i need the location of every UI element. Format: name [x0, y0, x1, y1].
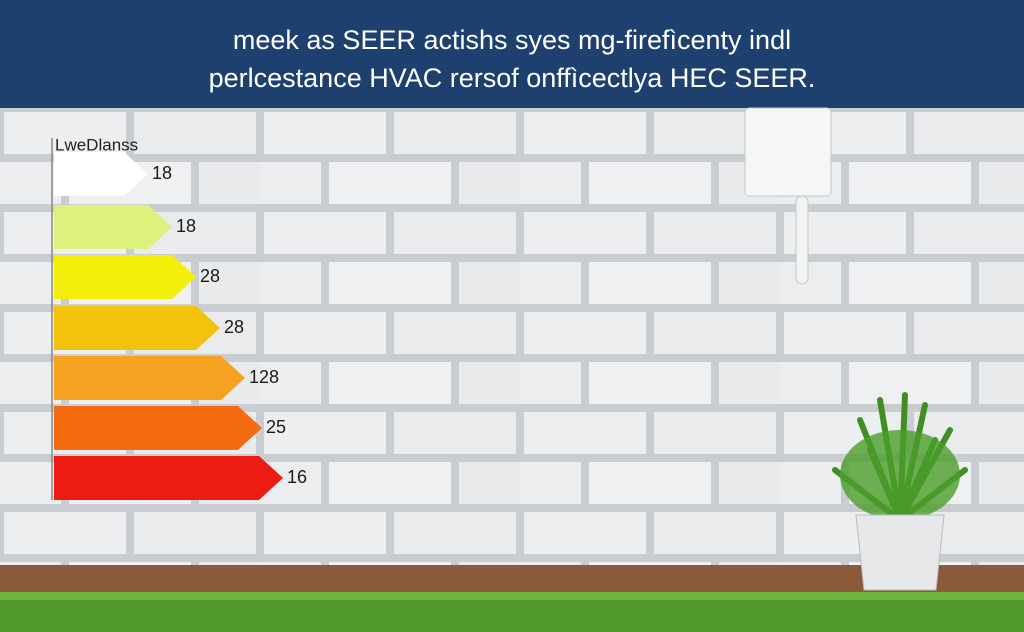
energy-bar [54, 406, 262, 450]
header-band [0, 0, 1024, 108]
bar-label: 28 [224, 317, 244, 337]
wall-box [744, 107, 832, 197]
energy-bar [54, 356, 245, 400]
energy-bar [54, 306, 220, 350]
energy-bar [54, 205, 172, 249]
bar-label: 128 [249, 367, 279, 387]
bar-label: 16 [287, 467, 307, 487]
bar-label: 25 [266, 417, 286, 437]
bar-label: 18 [176, 216, 196, 236]
legend-title: LweDlanss [55, 135, 138, 154]
grass [0, 596, 1024, 632]
plant [832, 392, 968, 591]
bar-label: 18 [152, 163, 172, 183]
grass-edge [0, 592, 1024, 600]
header-line: perlcestance HVAC rersof onffìcectlya HE… [209, 63, 816, 93]
energy-bar [54, 152, 148, 196]
energy-bar [54, 456, 283, 500]
pipe [795, 195, 809, 285]
bar-label: 28 [200, 266, 220, 286]
energy-bar [54, 255, 196, 299]
header-line: meek as SEER actishs syes mg-firefìcenty… [233, 25, 791, 55]
